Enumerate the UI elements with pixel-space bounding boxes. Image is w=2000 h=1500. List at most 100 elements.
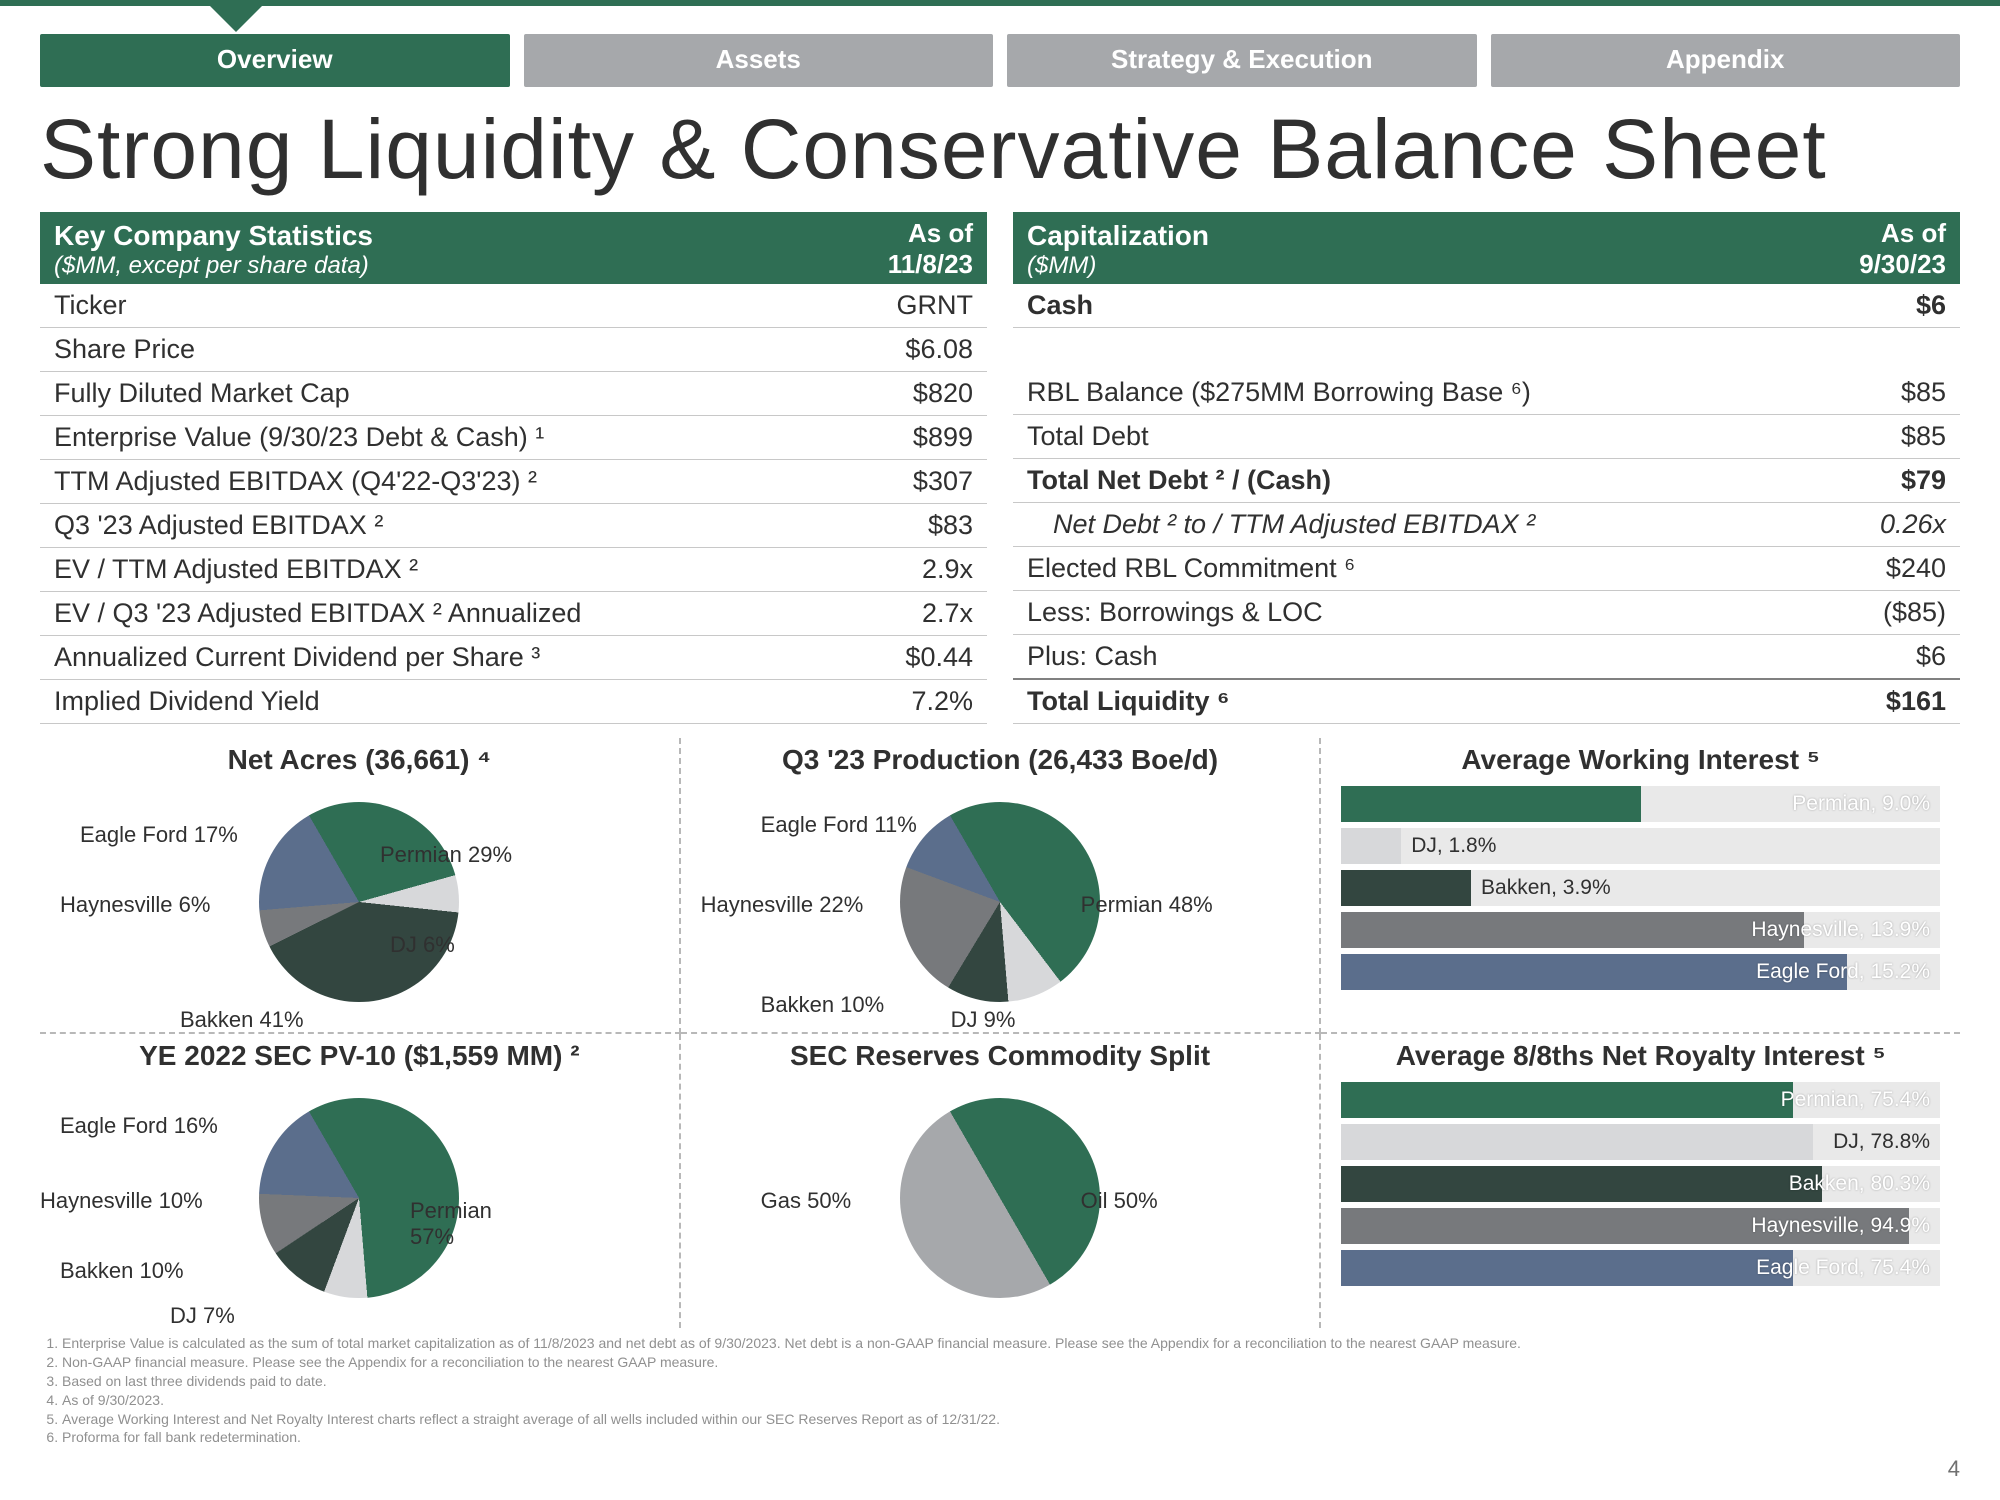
pie-label: Oil 50% <box>1081 1188 1158 1214</box>
bar-label: Bakken, 80.3% <box>1789 1172 1930 1196</box>
table-row: EV / Q3 '23 Adjusted EBITDAX ² Annualize… <box>40 592 987 636</box>
pie-chart <box>900 802 1100 1002</box>
bar-fill <box>1341 912 1803 948</box>
bar-row: DJ, 78.8% <box>1341 1124 1940 1160</box>
row-label: Fully Diluted Market Cap <box>40 372 837 416</box>
bar-label: Permian, 9.0% <box>1792 792 1930 816</box>
row-value: 0.26x <box>1819 503 1960 547</box>
pie-label: DJ 7% <box>170 1303 235 1329</box>
pie-label: Bakken 41% <box>180 1007 304 1033</box>
bar-row: DJ, 1.8% <box>1341 828 1940 864</box>
bar-label: DJ, 78.8% <box>1833 1130 1930 1154</box>
row-label: TTM Adjusted EBITDAX (Q4'22-Q3'23) ² <box>40 460 837 504</box>
pie-label: Haynesville 22% <box>701 892 864 918</box>
row-value: $6.08 <box>837 328 987 372</box>
row-value: 2.7x <box>837 592 987 636</box>
footnote: Based on last three dividends paid to da… <box>62 1372 1960 1391</box>
row-label: Total Debt <box>1013 415 1819 459</box>
row-value: $899 <box>837 416 987 460</box>
pie-chart <box>259 802 459 1002</box>
pie-label: Eagle Ford 16% <box>60 1113 218 1139</box>
row-label: Elected RBL Commitment ⁶ <box>1013 547 1819 591</box>
table-row: Implied Dividend Yield7.2% <box>40 680 987 724</box>
pie-label: DJ 9% <box>951 1007 1016 1033</box>
active-tab-pointer <box>210 6 262 32</box>
pie-label: Permian57% <box>410 1198 492 1250</box>
bar-row: Haynesville, 13.9% <box>1341 912 1940 948</box>
table-row: Net Debt ² to / TTM Adjusted EBITDAX ²0.… <box>1013 503 1960 547</box>
row-value: $79 <box>1819 459 1960 503</box>
table-row: Plus: Cash$6 <box>1013 635 1960 680</box>
footnote: As of 9/30/2023. <box>62 1391 1960 1410</box>
row-label: Net Debt ² to / TTM Adjusted EBITDAX ² <box>1013 503 1819 547</box>
row-label: Annualized Current Dividend per Share ³ <box>40 636 837 680</box>
row-label: Implied Dividend Yield <box>40 680 837 724</box>
row-value: GRNT <box>837 284 987 328</box>
row-value: $83 <box>837 504 987 548</box>
table-row: Elected RBL Commitment ⁶$240 <box>1013 547 1960 591</box>
chart-commodity: SEC Reserves Commodity Split Oil 50%Gas … <box>681 1034 1322 1328</box>
panel-title: Key Company Statistics <box>54 220 373 252</box>
table-row <box>1013 328 1960 372</box>
row-value: $0.44 <box>837 636 987 680</box>
row-label: Less: Borrowings & LOC <box>1013 591 1819 635</box>
table-row: Cash$6 <box>1013 284 1960 328</box>
pie-label: DJ 6% <box>390 932 455 958</box>
pie-label: Permian 48% <box>1081 892 1213 918</box>
footnote: Proforma for fall bank redetermination. <box>62 1428 1960 1447</box>
table-row: Enterprise Value (9/30/23 Debt & Cash) ¹… <box>40 416 987 460</box>
bar-label: Haynesville, 94.9% <box>1751 1214 1930 1238</box>
row-label: RBL Balance ($275MM Borrowing Base ⁶) <box>1013 371 1819 415</box>
bar-fill <box>1341 1250 1792 1286</box>
panel-subtitle: ($MM, except per share data) <box>54 252 373 280</box>
bar-fill <box>1341 870 1471 906</box>
page-number: 4 <box>1948 1456 1960 1482</box>
row-label: Total Net Debt ² / (Cash) <box>1013 459 1819 503</box>
table-row: RBL Balance ($275MM Borrowing Base ⁶)$85 <box>1013 371 1960 415</box>
bar-label: Eagle Ford, 15.2% <box>1756 960 1930 984</box>
row-value: $85 <box>1819 371 1960 415</box>
table-row: Total Liquidity ⁶$161 <box>1013 679 1960 724</box>
chart-title: Average Working Interest ⁵ <box>1341 744 1940 776</box>
pie-chart <box>900 1098 1100 1298</box>
bar-row: Haynesville, 94.9% <box>1341 1208 1940 1244</box>
tab-overview[interactable]: Overview <box>40 34 510 87</box>
stats-table-right: Cash$6 RBL Balance ($275MM Borrowing Bas… <box>1013 284 1960 724</box>
bar-fill <box>1341 828 1401 864</box>
table-row: Total Debt$85 <box>1013 415 1960 459</box>
pie-label: Bakken 10% <box>60 1258 184 1284</box>
chart-title: Average 8/8ths Net Royalty Interest ⁵ <box>1341 1040 1940 1072</box>
bar-row: Eagle Ford, 15.2% <box>1341 954 1940 990</box>
chart-title: Net Acres (36,661) ⁴ <box>60 744 659 776</box>
row-label: EV / Q3 '23 Adjusted EBITDAX ² Annualize… <box>40 592 837 636</box>
pie-label: Eagle Ford 11% <box>761 812 917 838</box>
footnote: Average Working Interest and Net Royalty… <box>62 1410 1960 1429</box>
bar-fill <box>1341 1124 1813 1160</box>
bar-label: Permian, 75.4% <box>1781 1088 1930 1112</box>
bar-row: Permian, 9.0% <box>1341 786 1940 822</box>
chart-pv10: YE 2022 SEC PV-10 ($1,559 MM) ² Permian5… <box>40 1034 681 1328</box>
tab-assets[interactable]: Assets <box>524 34 994 87</box>
panel-asof-date: 11/8/23 <box>888 249 973 280</box>
chart-title: Q3 '23 Production (26,433 Boe/d) <box>701 744 1300 776</box>
pie-label: Bakken 10% <box>761 992 885 1018</box>
pie-label: Haynesville 10% <box>40 1188 203 1214</box>
pie-label: Haynesville 6% <box>60 892 210 918</box>
pie-label: Permian 29% <box>380 842 512 868</box>
table-row: TTM Adjusted EBITDAX (Q4'22-Q3'23) ²$307 <box>40 460 987 504</box>
bar-fill <box>1341 786 1640 822</box>
chart-title: YE 2022 SEC PV-10 ($1,559 MM) ² <box>60 1040 659 1072</box>
tab-strategy[interactable]: Strategy & Execution <box>1007 34 1477 87</box>
chart-awi: Average Working Interest ⁵ Permian, 9.0%… <box>1321 738 1960 1034</box>
table-row: EV / TTM Adjusted EBITDAX ²2.9x <box>40 548 987 592</box>
row-value: $6 <box>1819 635 1960 680</box>
row-label: Enterprise Value (9/30/23 Debt & Cash) ¹ <box>40 416 837 460</box>
table-row: Total Net Debt ² / (Cash)$79 <box>1013 459 1960 503</box>
bar-fill <box>1341 1082 1792 1118</box>
table-row: Less: Borrowings & LOC($85) <box>1013 591 1960 635</box>
row-value: ($85) <box>1819 591 1960 635</box>
row-label: EV / TTM Adjusted EBITDAX ² <box>40 548 837 592</box>
row-value: $85 <box>1819 415 1960 459</box>
tab-appendix[interactable]: Appendix <box>1491 34 1961 87</box>
row-value: $820 <box>837 372 987 416</box>
